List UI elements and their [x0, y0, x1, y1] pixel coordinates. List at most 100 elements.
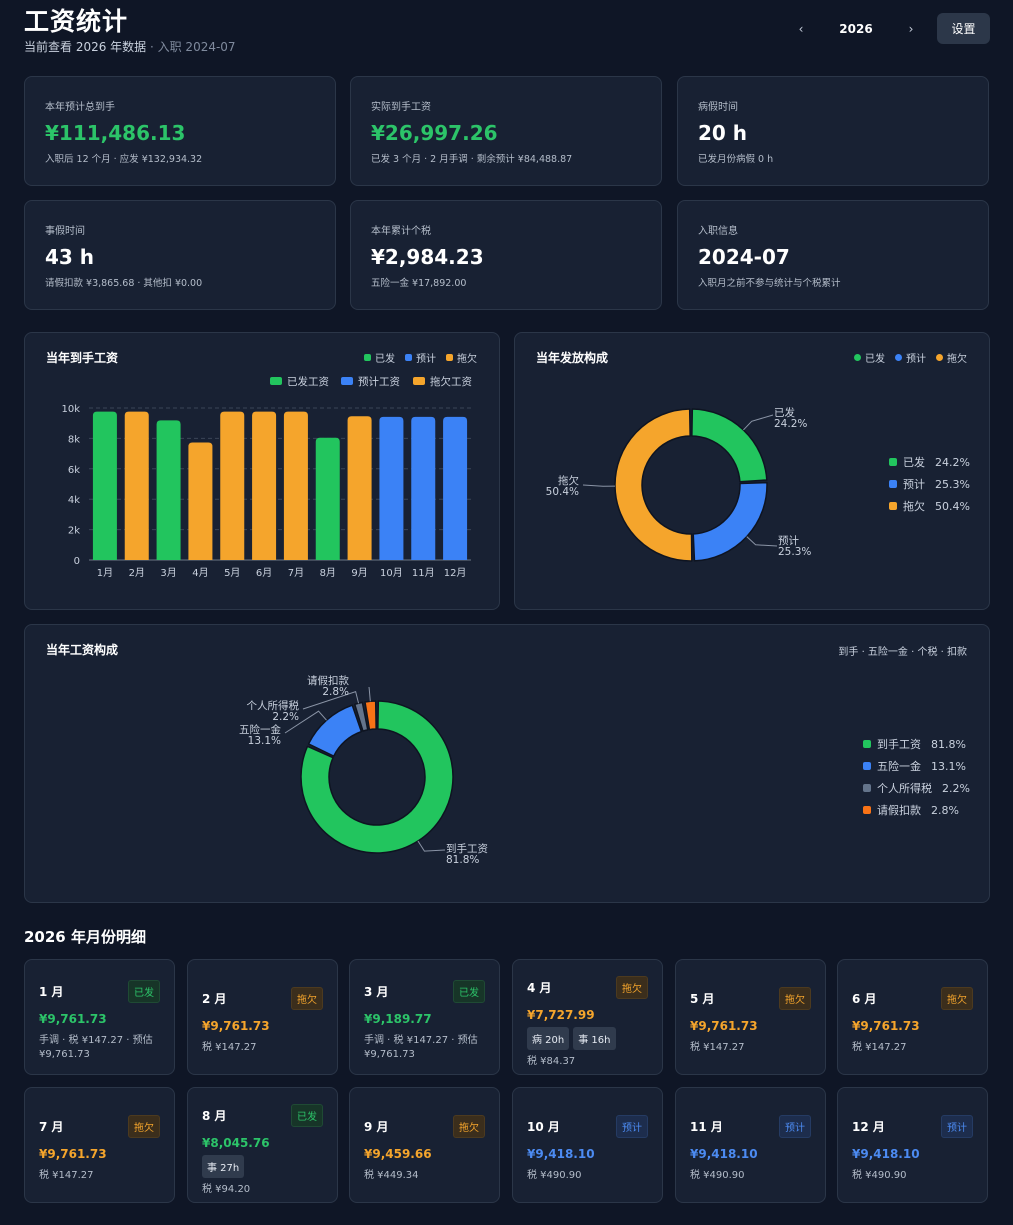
bar-2[interactable]: [124, 411, 149, 560]
status-badge: 拖欠: [779, 987, 811, 1010]
composition-side-legend: 到手工资 81.8% 五险一金 13.1% 个人所得税 2.2% 请假扣款 2.8%: [863, 733, 970, 821]
bar-8[interactable]: [315, 437, 340, 560]
composition-insurance-label: 五险一金: [239, 723, 281, 736]
month-card[interactable]: 5 月 拖欠 ¥9,761.73 税 ¥147.27: [675, 959, 826, 1075]
status-badge: 预计: [779, 1115, 811, 1138]
month-amount: ¥9,418.10: [527, 1147, 595, 1161]
bar-chart-panel: 当年到手工资 已发 预计 拖欠 已发工资 预计工资 拖欠工资 0 2k 4k 6k 8k 10k…: [24, 332, 500, 610]
x-tick-label: 7月: [288, 567, 304, 579]
net-pay-swatch: [863, 740, 871, 748]
composition-title: 当年工资构成: [46, 643, 119, 657]
paid-dot: [854, 354, 861, 361]
distribution-slice-1[interactable]: [691, 408, 768, 483]
x-tick-label: 4月: [192, 567, 208, 579]
y-tick-label: 0: [74, 556, 80, 567]
estimate-swatch: [889, 480, 897, 488]
estimate-dot: [895, 354, 902, 361]
composition-slice-1[interactable]: [300, 700, 454, 854]
month-card-header: 8 月 已发: [202, 1104, 323, 1127]
distribution-slice-2[interactable]: [692, 481, 768, 562]
month-card[interactable]: 3 月 已发 ¥9,189.77 手调 · 税 ¥147.27 · 预估 ¥9,761…: [349, 959, 500, 1075]
composition-slice-3[interactable]: [354, 701, 369, 732]
subtitle-hire-date: · 入职 2024-07: [146, 40, 236, 54]
month-card[interactable]: 4 月 拖欠 ¥7,727.99 病 20h 事 16h 税 ¥84.37: [512, 959, 663, 1075]
distribution-owed-pct: 50.4%: [546, 486, 579, 498]
distribution-estimate-pct: 25.3%: [778, 546, 811, 558]
prev-year-button[interactable]: ‹: [798, 22, 804, 36]
distribution-slice-3[interactable]: [614, 408, 693, 562]
bar-6[interactable]: [252, 411, 277, 560]
distribution-owed-leader-line: [582, 484, 616, 487]
chart-legend-label: 预计工资: [358, 375, 400, 388]
bar-11[interactable]: [411, 416, 436, 560]
side-legend-label: 拖欠: [903, 500, 925, 513]
month-card-header: 7 月 拖欠: [39, 1115, 160, 1138]
stat-sub: 已发 3 个月 · 2 月手调 · 剩余预计 ¥84,488.87: [371, 154, 573, 165]
leave-chips: 病 20h 事 16h: [527, 1027, 648, 1050]
bar-9[interactable]: [347, 416, 372, 560]
month-card[interactable]: 8 月 已发 ¥8,045.76 事 27h 税 ¥94.20: [187, 1087, 338, 1203]
month-card-header: 2 月 拖欠: [202, 987, 323, 1010]
owed-swatch: [446, 354, 453, 361]
legend-item-estimate: 预计: [895, 350, 926, 365]
composition-tax-pct: 2.2%: [272, 711, 299, 723]
distribution-mini-legend: 已发 预计 拖欠: [854, 350, 967, 365]
month-card[interactable]: 12 月 预计 ¥9,418.10 税 ¥490.90: [837, 1087, 988, 1203]
stat-value: ¥111,486.13: [45, 121, 186, 145]
month-card[interactable]: 6 月 拖欠 ¥9,761.73 税 ¥147.27: [837, 959, 988, 1075]
distribution-panel: 当年发放构成 已发 预计 拖欠 已发 24.2% 预计 25.3% 拖欠 50.4% 已发…: [514, 332, 990, 610]
composition-slice-4[interactable]: [364, 700, 377, 731]
chart-legend-swatch: [413, 377, 425, 385]
month-amount: ¥9,761.73: [690, 1019, 758, 1033]
bar-3[interactable]: [156, 420, 181, 560]
bar-12[interactable]: [443, 416, 468, 560]
leave-deduction-swatch: [863, 806, 871, 814]
month-card-header: 12 月 预计: [852, 1115, 973, 1138]
month-card[interactable]: 1 月 已发 ¥9,761.73 手调 · 税 ¥147.27 · 预估 ¥9,761…: [24, 959, 175, 1075]
bar-5[interactable]: [220, 411, 245, 560]
month-card-header: 5 月 拖欠: [690, 987, 811, 1010]
legend-label: 拖欠: [457, 354, 477, 365]
composition-slice-2[interactable]: [307, 704, 363, 757]
status-badge: 拖欠: [291, 987, 323, 1010]
month-amount: ¥7,727.99: [527, 1008, 595, 1022]
composition-leave-leader-line: [368, 686, 371, 702]
stat-card-personal-leave: 事假时间 43 h 请假扣款 ¥3,865.68 · 其他扣 ¥0.00: [24, 200, 336, 310]
side-legend-pct: 2.2%: [942, 781, 970, 795]
settings-button[interactable]: 设置: [937, 13, 990, 44]
side-legend-row: 已发 24.2%: [889, 451, 970, 473]
bar-1[interactable]: [92, 411, 117, 560]
bar-chart-title: 当年到手工资: [46, 351, 119, 365]
month-note: 税 ¥84.37: [527, 1056, 576, 1067]
legend-item-owed: 拖欠: [446, 350, 477, 365]
months-section-title: 2026 年月份明细: [24, 928, 146, 946]
month-note: 税 ¥449.34: [364, 1170, 419, 1181]
stat-card-actual-paid: 实际到手工资 ¥26,997.26 已发 3 个月 · 2 月手调 · 剩余预计…: [350, 76, 662, 186]
chart-legend-label: 拖欠工资: [430, 375, 472, 388]
stat-label: 实际到手工资: [371, 102, 431, 113]
x-tick-label: 5月: [224, 567, 240, 579]
month-name: 10 月: [527, 1120, 560, 1134]
distribution-paid-label: 已发: [774, 406, 795, 419]
bar-4[interactable]: [188, 442, 213, 560]
bar-10[interactable]: [379, 416, 404, 560]
next-year-button[interactable]: ›: [908, 22, 914, 36]
month-card[interactable]: 11 月 预计 ¥9,418.10 税 ¥490.90: [675, 1087, 826, 1203]
month-card[interactable]: 7 月 拖欠 ¥9,761.73 税 ¥147.27: [24, 1087, 175, 1203]
side-legend-pct: 81.8%: [931, 737, 966, 751]
stat-card-annual-estimate: 本年预计总到手 ¥111,486.13 入职后 12 个月 · 应发 ¥132,…: [24, 76, 336, 186]
month-card[interactable]: 9 月 拖欠 ¥9,459.66 税 ¥449.34: [349, 1087, 500, 1203]
month-card[interactable]: 10 月 预计 ¥9,418.10 税 ¥490.90: [512, 1087, 663, 1203]
side-legend-row: 个人所得税 2.2%: [863, 777, 970, 799]
month-card[interactable]: 2 月 拖欠 ¥9,761.73 税 ¥147.27: [187, 959, 338, 1075]
stat-sub: 五险一金 ¥17,892.00: [371, 278, 467, 289]
distribution-side-legend: 已发 24.2% 预计 25.3% 拖欠 50.4%: [889, 451, 970, 517]
bar-mini-legend: 已发 预计 拖欠: [364, 350, 477, 365]
month-card-header: 6 月 拖欠: [852, 987, 973, 1010]
bar-7[interactable]: [283, 411, 308, 560]
stat-card-hire-info: 入职信息 2024-07 入职月之前不参与统计与个税累计: [677, 200, 989, 310]
month-note: 税 ¥147.27: [39, 1170, 94, 1181]
month-amount: ¥9,189.77: [364, 1012, 432, 1026]
composition-net-pay-label: 到手工资: [446, 842, 488, 855]
